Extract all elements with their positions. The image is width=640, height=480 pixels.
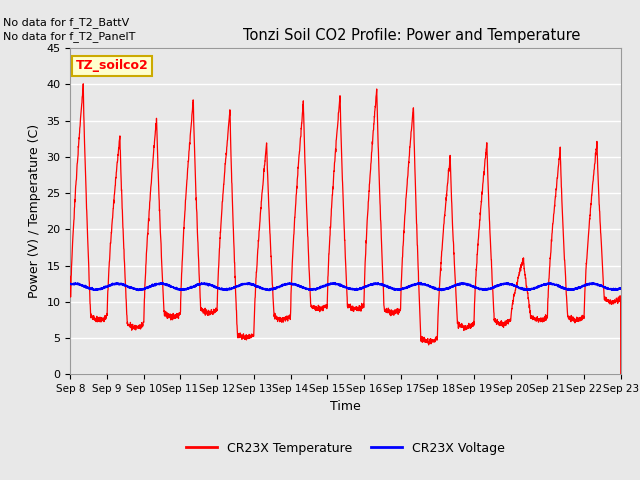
Title: Tonzi Soil CO2 Profile: Power and Temperature: Tonzi Soil CO2 Profile: Power and Temper…	[243, 28, 580, 43]
Text: No data for f_T2_PanelT: No data for f_T2_PanelT	[3, 31, 136, 42]
X-axis label: Time: Time	[330, 400, 361, 413]
Text: No data for f_T2_BattV: No data for f_T2_BattV	[3, 17, 129, 28]
Y-axis label: Power (V) / Temperature (C): Power (V) / Temperature (C)	[28, 124, 41, 298]
Text: TZ_soilco2: TZ_soilco2	[76, 60, 148, 72]
Legend: CR23X Temperature, CR23X Voltage: CR23X Temperature, CR23X Voltage	[181, 436, 510, 459]
